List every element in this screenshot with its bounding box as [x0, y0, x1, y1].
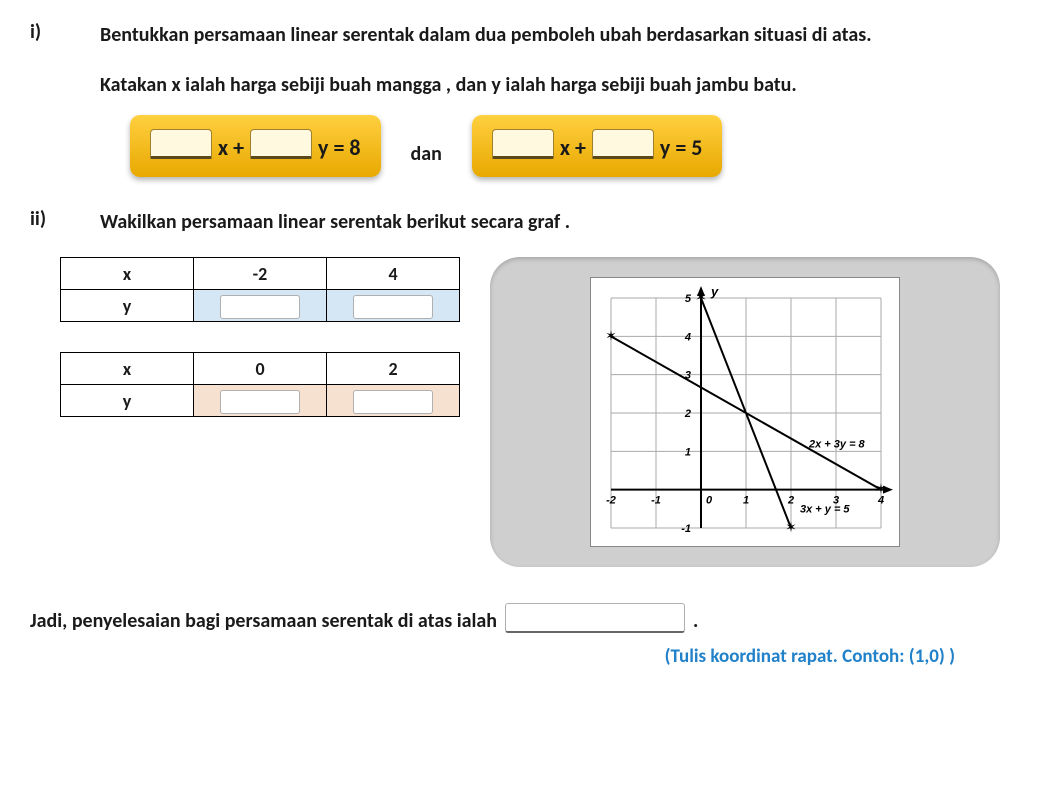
value-table-1: x -2 4 y — [60, 257, 460, 322]
t2-y1-cell — [327, 385, 460, 417]
final-end: . — [693, 609, 698, 633]
svg-text:2: 2 — [684, 408, 691, 420]
dan-text: dan — [411, 142, 442, 166]
eq2-coef-b-input[interactable] — [592, 129, 654, 159]
t1-y1-input[interactable] — [353, 295, 433, 319]
q-i-subtext: Katakan x ialah harga sebiji buah mangga… — [100, 70, 1015, 100]
t2-x0: 0 — [194, 353, 327, 385]
svg-text:0: 0 — [706, 495, 713, 507]
table-row: x 0 2 — [61, 353, 460, 385]
svg-text:4: 4 — [684, 331, 691, 343]
svg-text:✶: ✶ — [605, 327, 617, 344]
equations-row: x + y = 8 dan x + y = 5 — [130, 115, 1015, 177]
svg-text:1: 1 — [743, 495, 749, 507]
final-line: Jadi, penyelesaian bagi persamaan serent… — [30, 597, 1015, 633]
equation-2-panel: x + y = 5 — [472, 115, 723, 177]
t1-y-label: y — [61, 290, 194, 322]
t1-y1-cell — [327, 290, 460, 322]
eq2-coef-a-input[interactable] — [492, 129, 554, 159]
svg-text:5: 5 — [685, 293, 692, 305]
eq2-suffix: y = 5 — [660, 134, 702, 161]
q-ii-text: Wakilkan persamaan linear serentak berik… — [100, 207, 1015, 237]
table-row: x -2 4 — [61, 258, 460, 290]
svg-text:✶: ✶ — [785, 519, 797, 536]
svg-text:2: 2 — [787, 495, 794, 507]
t1-x1: 4 — [327, 258, 460, 290]
graph-svg: -2-11234-1123450y✶✶2x + 3y = 8✶✶3x + y =… — [591, 278, 901, 548]
t2-y0-input[interactable] — [220, 390, 300, 414]
t1-y0-input[interactable] — [220, 295, 300, 319]
svg-text:✶: ✶ — [695, 289, 707, 306]
equation-1-panel: x + y = 8 — [130, 115, 381, 177]
t2-y0-cell — [194, 385, 327, 417]
value-table-2: x 0 2 y — [60, 352, 460, 417]
svg-text:-1: -1 — [651, 495, 661, 507]
svg-text:-2: -2 — [606, 495, 616, 507]
t1-x-label: x — [61, 258, 194, 290]
graph-panel: -2-11234-1123450y✶✶2x + 3y = 8✶✶3x + y =… — [490, 257, 1000, 567]
svg-text:-1: -1 — [681, 523, 691, 535]
final-answer-input[interactable] — [505, 603, 685, 633]
question-i: i) Bentukkan persamaan linear serentak d… — [30, 20, 1015, 50]
part-ii-row: x -2 4 y x 0 2 y — [30, 257, 1015, 567]
question-ii: ii) Wakilkan persamaan linear serentak b… — [30, 207, 1015, 237]
eq1-coef-a-input[interactable] — [150, 129, 212, 159]
svg-text:3x + y = 5: 3x + y = 5 — [800, 504, 850, 516]
eq1-x-plus: x + — [218, 134, 244, 161]
svg-text:y: y — [710, 284, 719, 299]
eq1-coef-b-input[interactable] — [250, 129, 312, 159]
t2-y1-input[interactable] — [353, 390, 433, 414]
eq1-suffix: y = 8 — [318, 134, 360, 161]
q-ii-label: ii) — [30, 207, 100, 237]
svg-text:2x + 3y = 8: 2x + 3y = 8 — [808, 439, 866, 451]
svg-text:1: 1 — [685, 446, 691, 458]
t1-x0: -2 — [194, 258, 327, 290]
t2-x-label: x — [61, 353, 194, 385]
table-row: y — [61, 385, 460, 417]
t1-y0-cell — [194, 290, 327, 322]
table-row: y — [61, 290, 460, 322]
tables-column: x -2 4 y x 0 2 y — [60, 257, 460, 417]
q-i-label: i) — [30, 20, 100, 50]
t2-y-label: y — [61, 385, 194, 417]
graph-area: -2-11234-1123450y✶✶2x + 3y = 8✶✶3x + y =… — [590, 277, 900, 547]
q-i-text: Bentukkan persamaan linear serentak dala… — [100, 20, 1015, 50]
hint-line: (Tulis koordinat rapat. Contoh: (1,0) ) — [30, 645, 955, 668]
t2-x1: 2 — [327, 353, 460, 385]
final-text: Jadi, penyelesaian bagi persamaan serent… — [30, 609, 497, 633]
svg-text:✶: ✶ — [875, 481, 887, 498]
eq2-x-plus: x + — [560, 134, 586, 161]
